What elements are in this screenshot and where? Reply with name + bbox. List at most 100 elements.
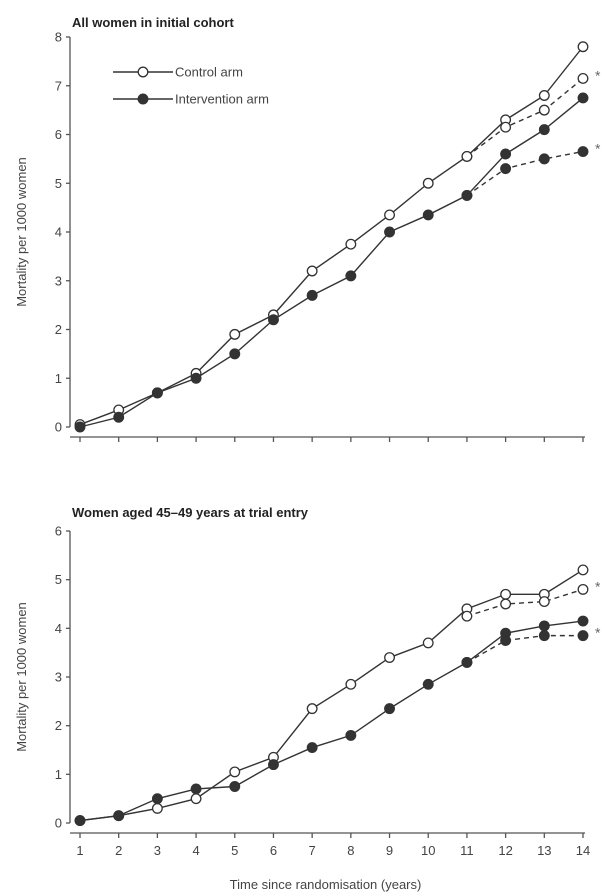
data-point <box>229 766 241 778</box>
data-point <box>461 189 473 201</box>
series-line-0 <box>79 569 584 822</box>
data-point <box>500 163 512 175</box>
panel-title: All women in initial cohort <box>72 15 234 30</box>
series-line-2 <box>466 588 584 617</box>
data-point <box>306 265 318 277</box>
data-point <box>190 783 202 795</box>
x-tick-label: 6 <box>270 843 277 858</box>
y-axis-label: Mortality per 1000 women <box>14 157 29 307</box>
x-tick-label: 13 <box>537 843 551 858</box>
data-point <box>306 742 318 754</box>
y-axis-label: Mortality per 1000 women <box>14 602 29 752</box>
data-point <box>113 411 125 423</box>
data-point <box>577 41 589 53</box>
x-tick-label: 2 <box>115 843 122 858</box>
data-point <box>577 583 589 595</box>
series-line-3 <box>466 634 583 664</box>
series-line-1 <box>79 620 584 822</box>
data-point <box>151 802 163 814</box>
legend-filled-circle-marker <box>137 93 149 105</box>
data-point <box>538 620 550 632</box>
asterisk-annotation: * <box>595 625 601 641</box>
data-point <box>345 729 357 741</box>
x-tick-label: 10 <box>421 843 435 858</box>
x-tick-label: 9 <box>386 843 393 858</box>
x-tick-label: 1 <box>76 843 83 858</box>
data-point <box>190 793 202 805</box>
data-point <box>577 72 589 84</box>
data-point <box>113 810 125 822</box>
y-tick-label: 7 <box>55 78 62 93</box>
data-point <box>461 150 473 162</box>
data-point <box>384 703 395 715</box>
data-point <box>422 177 434 189</box>
y-tick-label: 2 <box>55 322 62 337</box>
x-tick-label: 11 <box>460 843 474 858</box>
x-tick-label: 4 <box>192 843 199 858</box>
data-point <box>74 815 86 827</box>
data-point <box>461 610 473 622</box>
legend-entry: Intervention arm <box>175 92 269 107</box>
asterisk-annotation: * <box>595 67 601 83</box>
data-point <box>229 348 241 360</box>
legend-entry: Control arm <box>175 65 243 80</box>
data-point <box>538 104 550 116</box>
data-point <box>500 598 512 610</box>
y-tick-label: 3 <box>55 273 62 288</box>
y-tick-label: 1 <box>55 371 62 386</box>
x-tick-label: 12 <box>498 843 512 858</box>
series-line-0 <box>79 46 584 426</box>
data-point <box>268 314 279 326</box>
y-tick-label: 6 <box>55 524 62 539</box>
x-tick-label: 3 <box>154 843 161 858</box>
panel-all-women: All women in initial cohort 0 1 2 3 4 5 6 7 8 Mort… <box>14 15 601 442</box>
data-point <box>345 678 357 690</box>
x-tick-label: 14 <box>576 843 590 858</box>
panel-title: Women aged 45–49 years at trial entry <box>72 505 309 520</box>
data-point <box>384 226 395 238</box>
series-line-1 <box>79 97 584 428</box>
data-point <box>384 652 395 663</box>
asterisk-annotation: * <box>595 578 601 594</box>
y-tick-label: 5 <box>55 572 62 587</box>
y-tick-label: 5 <box>55 176 62 191</box>
data-point <box>577 146 589 158</box>
data-point <box>345 270 357 282</box>
data-point <box>500 635 512 646</box>
data-point <box>229 328 241 340</box>
y-tick-label: 4 <box>55 621 62 636</box>
data-point <box>268 759 279 771</box>
data-point <box>577 564 589 576</box>
asterisk-annotation: * <box>595 141 601 157</box>
series-line-3 <box>466 150 584 197</box>
data-point <box>500 121 512 133</box>
x-tick-label: 5 <box>231 843 238 858</box>
data-point <box>500 148 512 160</box>
y-tick-label: 2 <box>55 718 62 733</box>
data-point <box>500 588 512 600</box>
y-tick-label: 0 <box>55 816 62 831</box>
data-point <box>538 90 550 101</box>
series-line-2 <box>466 77 584 157</box>
data-point <box>538 124 550 136</box>
panel-women-45-49: Women aged 45–49 years at trial entry012… <box>14 505 601 892</box>
data-point <box>577 615 589 627</box>
data-point <box>422 209 434 221</box>
y-tick-label: 0 <box>55 420 62 435</box>
y-tick-label: 6 <box>55 127 62 142</box>
y-tick-label: 4 <box>55 225 62 240</box>
x-tick-label: 8 <box>347 843 354 858</box>
y-tick-label: 1 <box>55 767 62 782</box>
data-point <box>422 637 434 649</box>
data-point <box>577 92 589 104</box>
data-point <box>151 387 163 399</box>
x-axis-label: Time since randomisation (years) <box>230 877 422 892</box>
data-point <box>306 289 318 301</box>
data-point <box>384 209 395 221</box>
data-point <box>461 656 473 668</box>
data-point <box>345 238 357 250</box>
data-point <box>538 630 550 642</box>
data-point <box>538 596 550 608</box>
